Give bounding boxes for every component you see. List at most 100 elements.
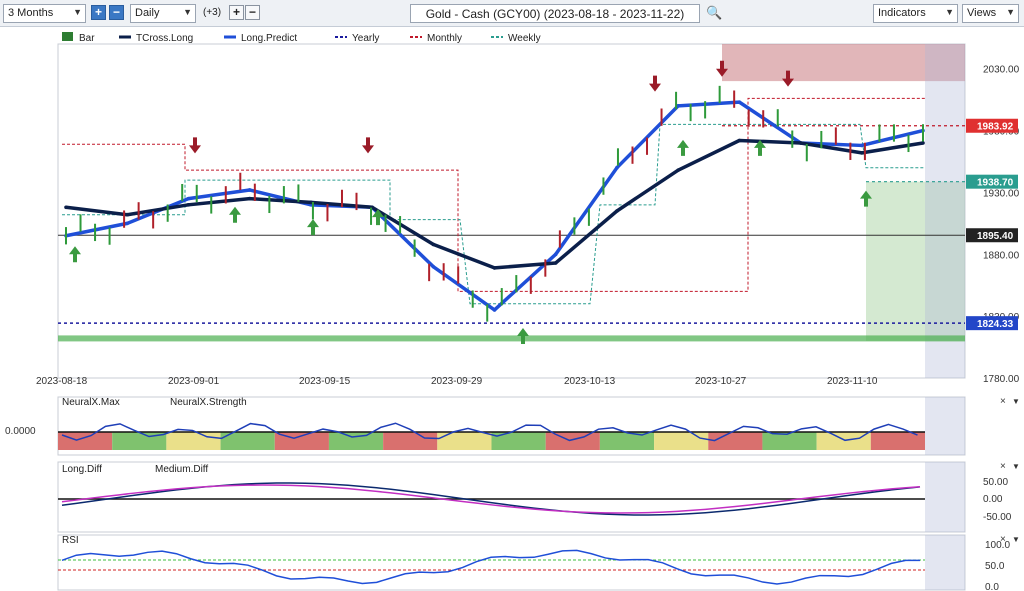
- neural-segment: [383, 432, 438, 450]
- legend-label-4: Monthly: [427, 33, 462, 44]
- buy-arrow-icon: [860, 190, 872, 207]
- diff-tick-label: -50.00: [983, 512, 1012, 523]
- views-label: Views: [967, 7, 997, 19]
- price-tick-label: 1880.00: [983, 250, 1020, 261]
- views-dropdown[interactable]: Views ▼: [962, 4, 1019, 23]
- add-indicator-button[interactable]: +: [229, 5, 244, 20]
- indicators-label: Indicators: [878, 7, 926, 19]
- diff-tick-label: 0.00: [983, 494, 1003, 505]
- neural-segment: [437, 432, 492, 450]
- series-point-1-2: [186, 203, 191, 207]
- sell-arrow-icon: [782, 70, 794, 87]
- series-point-1-8: [553, 261, 558, 265]
- diff-legend-medium: Medium.Diff: [155, 464, 208, 475]
- neural-legend-max: NeuralX.Max: [62, 397, 120, 408]
- buy-arrow-icon: [372, 209, 384, 226]
- date-tick-label: 2023-08-18: [36, 376, 88, 387]
- search-icon[interactable]: 🔍: [706, 5, 723, 20]
- neural-segment: [545, 432, 600, 450]
- price-tick-label: 1780.00: [983, 374, 1020, 385]
- legend-label-1: TCross.Long: [136, 33, 193, 44]
- rsi-tick-label: 50.0: [985, 561, 1005, 572]
- series-point-0-6: [431, 264, 436, 269]
- chart-area[interactable]: Bar TCross.Long Long.Predict Yearly Monthly W…: [0, 27, 1024, 591]
- neural-segment: [491, 432, 546, 450]
- diff-tick-label: 50.00: [983, 477, 1008, 488]
- neural-segment: [654, 432, 709, 450]
- close-icon: ×: [1000, 461, 1006, 472]
- buy-arrow-icon: [307, 219, 319, 236]
- buy-arrow-icon: [229, 206, 241, 223]
- close-icon: ×: [1000, 396, 1006, 407]
- support-zone: [866, 181, 965, 341]
- chevron-down-icon: ▼: [73, 7, 82, 17]
- rsi-legend: RSI: [62, 535, 79, 546]
- buy-arrow-icon: [677, 139, 689, 156]
- series-point-1-6: [431, 242, 436, 247]
- collapse-icon: ▼: [1012, 535, 1020, 544]
- close-icon: ×: [1000, 534, 1006, 545]
- collapse-icon: ▼: [1012, 397, 1020, 406]
- interval-dropdown[interactable]: Daily ▼: [130, 4, 196, 23]
- series-point-0-10: [676, 104, 680, 108]
- series-point-0-8: [553, 252, 558, 257]
- price-marker-label: 1824.33: [977, 319, 1014, 330]
- series-point-0-11: [737, 100, 742, 104]
- price-marker-badge: [966, 228, 1018, 243]
- indicators-dropdown[interactable]: Indicators ▼: [873, 4, 958, 23]
- chevron-down-icon: ▼: [1006, 7, 1015, 17]
- legend-label-3: Yearly: [352, 33, 379, 44]
- date-tick-label: 2023-09-29: [431, 376, 483, 387]
- series-point-0-13: [859, 143, 864, 148]
- series-point-0-2: [186, 196, 191, 201]
- remove-indicator-button[interactable]: −: [245, 5, 260, 20]
- neural-segment: [220, 432, 275, 450]
- price-marker-label: 1895.40: [977, 231, 1014, 242]
- date-tick-label: 2023-10-27: [695, 376, 747, 387]
- rsi-line: [61, 549, 921, 585]
- sell-arrow-icon: [649, 75, 661, 92]
- chevron-down-icon: ▼: [183, 7, 192, 17]
- price-panel: [57, 43, 966, 379]
- series-point-0-9: [615, 165, 619, 170]
- sell-arrow-icon: [189, 137, 201, 154]
- price-marker-label: 1938.70: [977, 178, 1014, 189]
- neural-segment: [166, 432, 221, 450]
- date-tick-label: 2023-09-01: [168, 376, 220, 387]
- sell-arrow-icon: [362, 137, 374, 154]
- range-dropdown[interactable]: 3 Months ▼: [3, 4, 86, 23]
- collapse-icon: ▼: [1012, 462, 1020, 471]
- interval-value: Daily: [135, 7, 160, 19]
- series-point-1-10: [676, 168, 680, 172]
- series-point-0-1: [125, 221, 130, 226]
- zoom-in-button[interactable]: +: [91, 5, 106, 20]
- price-marker-badge: [966, 316, 1018, 331]
- price-marker-label: 1983.92: [977, 122, 1014, 133]
- date-tick-label: 2023-11-10: [827, 376, 878, 387]
- sell-arrow-icon: [716, 60, 728, 77]
- price-marker-badge: [966, 174, 1018, 189]
- date-tick-label: 2023-09-15: [299, 376, 351, 387]
- price-chart-svg[interactable]: Bar TCross.Long Long.Predict Yearly Monthly W…: [0, 27, 1024, 591]
- series-point-1-1: [125, 212, 130, 217]
- bar-icon: [62, 32, 73, 41]
- series-point-0-7: [492, 308, 497, 312]
- series-point-1-0: [64, 205, 68, 210]
- date-tick-label: 2023-10-13: [564, 376, 616, 387]
- symbol-title[interactable]: Gold - Cash (GCY00) (2023-08-18 - 2023-1…: [410, 4, 700, 23]
- neural-value: 0.0000: [5, 426, 36, 437]
- price-marker-badge: [966, 118, 1018, 133]
- zoom-out-button[interactable]: −: [109, 5, 124, 20]
- indicator-count: (+3): [203, 7, 222, 18]
- series-point-1-12: [798, 141, 803, 145]
- legend-label-5: Weekly: [508, 33, 541, 44]
- series-point-1-7: [492, 266, 497, 270]
- buy-arrow-icon: [69, 246, 81, 263]
- series-point-1-3: [247, 196, 252, 201]
- range-value: 3 Months: [8, 7, 54, 19]
- rsi-tick-label: 0.0: [985, 582, 999, 591]
- buy-arrow-icon: [754, 139, 766, 156]
- series-point-1-14: [921, 141, 925, 145]
- neural-segment: [328, 432, 384, 450]
- price-tick-label: 1930.00: [983, 188, 1020, 199]
